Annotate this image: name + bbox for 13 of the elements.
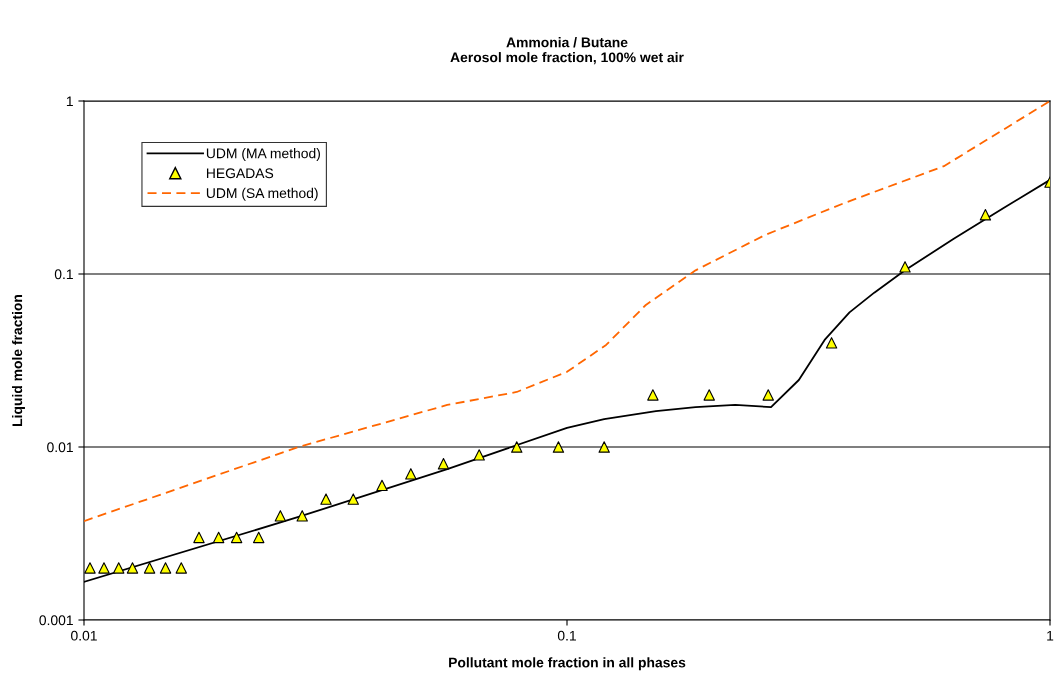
y-tick-label: 1 [66, 96, 73, 107]
chart-title: Ammonia / Butane Aerosol mole fraction, 100% wet air [450, 37, 684, 65]
legend-label: HEGADAS [206, 168, 274, 179]
y-tick-label: 0.1 [54, 269, 73, 280]
legend-label: UDM (MA method) [206, 148, 320, 162]
x-tick-label: 1 [1047, 630, 1054, 641]
x-tick-label: 0.01 [71, 630, 97, 641]
y-tick-label: 0.001 [39, 615, 73, 626]
y-tick-label: 0.01 [47, 442, 73, 453]
legend-label: UDM (SA method) [206, 187, 318, 201]
x-tick-label: 0.1 [557, 630, 576, 641]
y-axis-title: Liquid mole fraction [11, 295, 25, 426]
x-axis-title: Pollutant mole fraction in all phases [449, 657, 686, 671]
